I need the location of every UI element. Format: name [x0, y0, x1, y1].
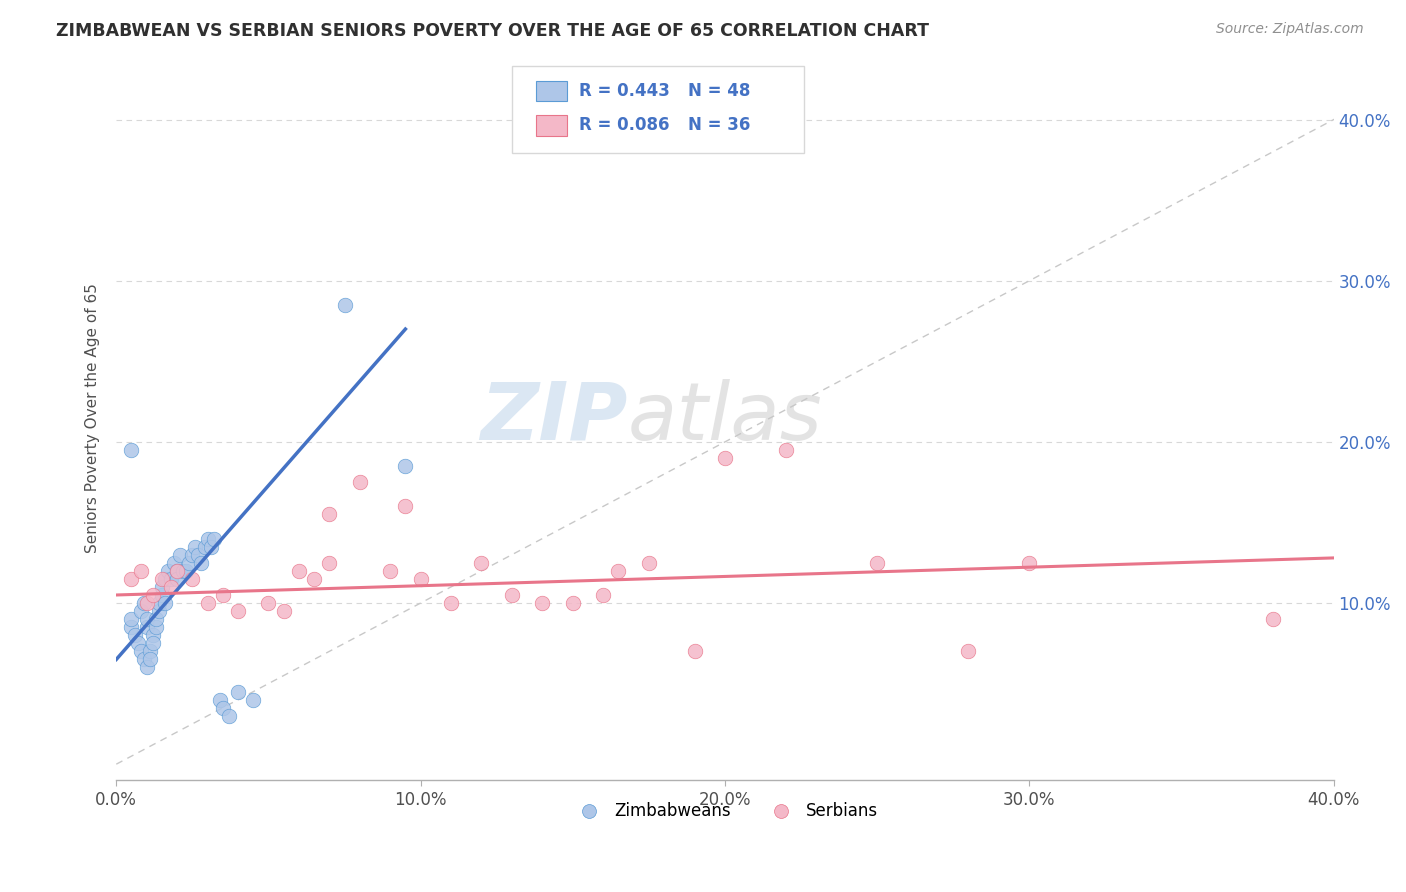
Point	[273, 604, 295, 618]
Point	[179, 556, 201, 570]
Point	[333, 298, 356, 312]
Point	[156, 564, 179, 578]
Point	[208, 692, 231, 706]
Point	[121, 612, 143, 626]
Point	[150, 588, 173, 602]
Point	[501, 588, 523, 602]
Point	[150, 580, 173, 594]
Text: R = 0.086: R = 0.086	[579, 117, 669, 135]
Point	[160, 572, 183, 586]
Point	[190, 556, 212, 570]
Point	[187, 548, 209, 562]
Point	[318, 556, 340, 570]
Bar	[536, 80, 567, 101]
Y-axis label: Seniors Poverty Over the Age of 65: Seniors Poverty Over the Age of 65	[86, 283, 100, 553]
Point	[135, 612, 157, 626]
Point	[184, 540, 207, 554]
Point	[561, 596, 583, 610]
Point	[132, 596, 155, 610]
Point	[1018, 556, 1040, 570]
Point	[1261, 612, 1284, 626]
Point	[866, 556, 889, 570]
Point	[197, 532, 219, 546]
Point	[242, 692, 264, 706]
Point	[153, 572, 176, 586]
Point	[135, 596, 157, 610]
Point	[380, 564, 402, 578]
Point	[166, 564, 188, 578]
Point	[218, 709, 240, 723]
Point	[129, 604, 152, 618]
Point	[121, 442, 143, 457]
Point	[139, 644, 162, 658]
Point	[172, 564, 194, 578]
Point	[394, 458, 416, 473]
Point	[409, 572, 432, 586]
Point	[257, 596, 280, 610]
Point	[683, 644, 706, 658]
Point	[394, 500, 416, 514]
Point	[288, 564, 311, 578]
Point	[121, 620, 143, 634]
Point	[169, 548, 191, 562]
Point	[142, 628, 165, 642]
Point	[531, 596, 554, 610]
Point	[714, 450, 737, 465]
Point	[145, 620, 167, 634]
Point	[193, 540, 215, 554]
Point	[148, 596, 170, 610]
Point	[197, 596, 219, 610]
Point	[440, 596, 463, 610]
Point	[638, 556, 661, 570]
Point	[202, 532, 225, 546]
Point	[142, 636, 165, 650]
Text: R = 0.443: R = 0.443	[579, 82, 669, 100]
Text: atlas: atlas	[627, 379, 823, 457]
Point	[607, 564, 630, 578]
Bar	[536, 115, 567, 136]
Point	[129, 564, 152, 578]
Point	[121, 572, 143, 586]
Point	[150, 572, 173, 586]
Point	[166, 564, 188, 578]
Point	[470, 556, 492, 570]
Text: ZIMBABWEAN VS SERBIAN SENIORS POVERTY OVER THE AGE OF 65 CORRELATION CHART: ZIMBABWEAN VS SERBIAN SENIORS POVERTY OV…	[56, 22, 929, 40]
Point	[153, 596, 176, 610]
Point	[145, 612, 167, 626]
Point	[163, 556, 186, 570]
Point	[302, 572, 325, 586]
Text: ZIP: ZIP	[481, 379, 627, 457]
Legend: Zimbabweans, Serbians: Zimbabweans, Serbians	[565, 795, 884, 826]
Point	[226, 604, 249, 618]
Point	[174, 564, 197, 578]
Text: N = 36: N = 36	[689, 117, 751, 135]
Point	[127, 636, 149, 650]
FancyBboxPatch shape	[512, 66, 804, 153]
Point	[200, 540, 222, 554]
Point	[139, 652, 162, 666]
Point	[349, 475, 371, 490]
Point	[226, 684, 249, 698]
Point	[181, 548, 204, 562]
Point	[160, 580, 183, 594]
Point	[166, 572, 188, 586]
Point	[135, 660, 157, 674]
Point	[124, 628, 146, 642]
Text: Source: ZipAtlas.com: Source: ZipAtlas.com	[1216, 22, 1364, 37]
Point	[775, 442, 797, 457]
Point	[211, 700, 233, 714]
Point	[132, 652, 155, 666]
Point	[129, 644, 152, 658]
Point	[135, 620, 157, 634]
Point	[957, 644, 980, 658]
Point	[142, 588, 165, 602]
Text: N = 48: N = 48	[689, 82, 751, 100]
Point	[181, 572, 204, 586]
Point	[592, 588, 614, 602]
Point	[148, 604, 170, 618]
Point	[211, 588, 233, 602]
Point	[318, 508, 340, 522]
